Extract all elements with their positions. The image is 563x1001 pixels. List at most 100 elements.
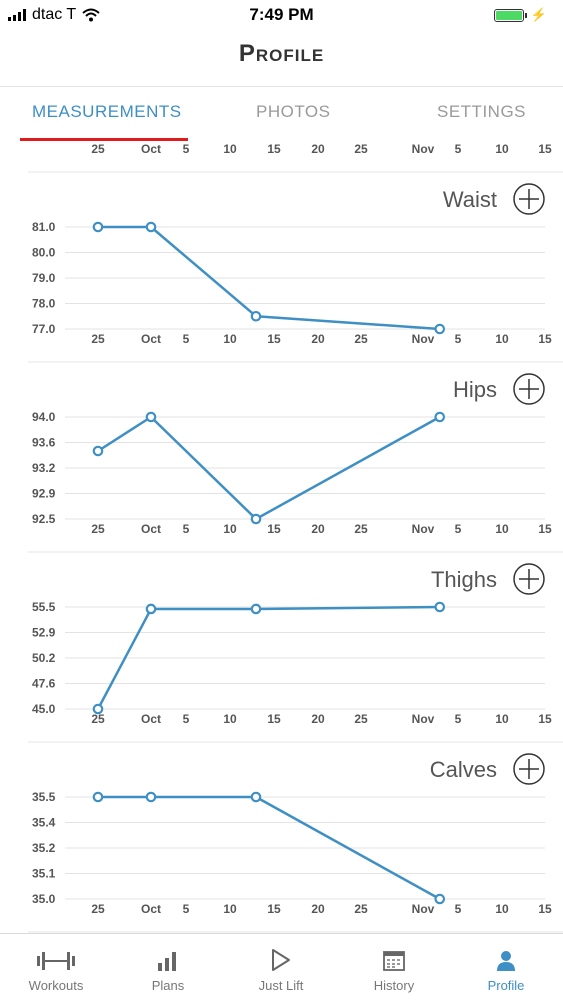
tabbar-item-profile[interactable]: Profile bbox=[450, 934, 562, 993]
waist-y-tick: 79.0 bbox=[32, 271, 56, 285]
calves-chart-x-tick: 10 bbox=[495, 902, 509, 916]
thighs-y-tick: 55.5 bbox=[32, 600, 56, 614]
scrolled-chart-x-tick: 15 bbox=[267, 142, 281, 156]
waist-chart-x-tick: 5 bbox=[183, 332, 190, 346]
hips-chart-x-tick: 25 bbox=[91, 522, 105, 536]
carrier-label: dtac T bbox=[32, 6, 77, 23]
tabbar-label-plans: Plans bbox=[151, 978, 185, 993]
thighs-chart-x-tick: 25 bbox=[91, 712, 105, 726]
tab-photos[interactable]: PHOTOS bbox=[256, 102, 331, 121]
hips-y-tick: 93.6 bbox=[32, 436, 56, 450]
plus-icon bbox=[519, 379, 539, 399]
waist-chart-x-tick: 10 bbox=[495, 332, 509, 346]
dumbbell-icon bbox=[37, 952, 75, 970]
hips-chart-x-tick: 15 bbox=[267, 522, 281, 536]
hips-data-point bbox=[250, 513, 262, 525]
calendar-icon bbox=[383, 951, 405, 971]
calves-y-tick: 35.0 bbox=[32, 892, 56, 906]
scrolled-chart-x-tick: 25 bbox=[354, 142, 368, 156]
battery-icon: ⚡ bbox=[493, 7, 547, 23]
tab-measurements[interactable]: MEASUREMENTS bbox=[32, 102, 182, 121]
plus-icon bbox=[519, 759, 539, 779]
tabbar-item-history[interactable]: History bbox=[338, 934, 450, 993]
hips-chart-x-tick: 10 bbox=[223, 522, 237, 536]
calves-data-point bbox=[92, 791, 104, 803]
wifi-icon bbox=[82, 8, 100, 22]
status-time: 7:49 PM bbox=[249, 5, 314, 24]
thighs-chart-x-tick: 5 bbox=[183, 712, 190, 726]
waist-chart-title: Waist bbox=[443, 187, 497, 212]
segment-tabs: MEASUREMENTS PHOTOS SETTINGS bbox=[0, 88, 563, 140]
hips-chart-title: Hips bbox=[453, 377, 497, 402]
thighs-chart-x-tick: 5 bbox=[455, 712, 462, 726]
calves-chart-x-tick: 15 bbox=[538, 902, 552, 916]
tabbar-label-profile: Profile bbox=[487, 978, 525, 993]
scrolled-chart-x-tick: 20 bbox=[311, 142, 325, 156]
hips-chart-x-tick: Oct bbox=[141, 522, 161, 536]
calves-chart-x-tick: 15 bbox=[267, 902, 281, 916]
signal-icon bbox=[8, 9, 26, 21]
calves-chart-x-tick: Nov bbox=[412, 902, 435, 916]
status-bar: dtac T 7:49 PM ⚡ bbox=[0, 0, 563, 30]
add-calves-button[interactable] bbox=[513, 753, 545, 785]
waist-chart-x-tick: 25 bbox=[354, 332, 368, 346]
waist-chart-x-tick: 15 bbox=[538, 332, 552, 346]
thighs-chart-x-tick: 20 bbox=[311, 712, 325, 726]
thighs-y-tick: 45.0 bbox=[32, 702, 56, 716]
scrolled-chart-x-tick: 5 bbox=[455, 142, 462, 156]
hips-data-point bbox=[92, 445, 104, 457]
calves-y-tick: 35.4 bbox=[32, 816, 56, 830]
calves-y-tick: 35.1 bbox=[32, 867, 56, 881]
hips-chart-x-tick: 25 bbox=[354, 522, 368, 536]
hips-chart-x-tick: 15 bbox=[538, 522, 552, 536]
calves-y-tick: 35.2 bbox=[32, 841, 56, 855]
thighs-data-point bbox=[145, 603, 157, 615]
calves-chart-x-tick: 5 bbox=[455, 902, 462, 916]
scrolled-chart-x-tick: Nov bbox=[412, 142, 435, 156]
calves-chart-x-tick: 5 bbox=[183, 902, 190, 916]
play-icon bbox=[272, 949, 290, 971]
calves-chart-x-tick: 10 bbox=[223, 902, 237, 916]
add-waist-button[interactable] bbox=[513, 183, 545, 215]
calves-data-point bbox=[145, 791, 157, 803]
waist-y-tick: 78.0 bbox=[32, 297, 56, 311]
hips-data-point bbox=[145, 411, 157, 423]
waist-series-line bbox=[98, 225, 440, 331]
bar-chart-icon bbox=[158, 952, 176, 971]
thighs-data-point bbox=[434, 601, 446, 613]
waist-y-tick: 80.0 bbox=[32, 246, 56, 260]
tabbar-label-just-lift: Just Lift bbox=[258, 978, 304, 993]
tabbar-item-workouts[interactable]: Workouts bbox=[0, 934, 112, 993]
add-thighs-button[interactable] bbox=[513, 563, 545, 595]
waist-chart-x-tick: 10 bbox=[223, 332, 237, 346]
scrolled-chart-x-tick: 25 bbox=[91, 142, 105, 156]
hips-y-tick: 94.0 bbox=[32, 410, 56, 424]
hips-series-line bbox=[97, 415, 441, 521]
thighs-chart-x-tick: Nov bbox=[412, 712, 435, 726]
waist-data-point bbox=[92, 221, 104, 233]
tabbar-label-history: History bbox=[373, 978, 415, 993]
scrolled-chart-x-tick: 10 bbox=[495, 142, 509, 156]
waist-chart-x-tick: 25 bbox=[91, 332, 105, 346]
waist-chart-x-tick: 15 bbox=[267, 332, 281, 346]
thighs-y-tick: 50.2 bbox=[32, 651, 56, 665]
page-title: Profile bbox=[238, 40, 325, 67]
hips-chart-x-tick: Nov bbox=[412, 522, 435, 536]
thighs-chart-title: Thighs bbox=[431, 567, 497, 592]
tabbar-label-workouts: Workouts bbox=[28, 978, 84, 993]
plus-icon bbox=[519, 189, 539, 209]
thighs-data-point bbox=[92, 703, 104, 715]
person-icon bbox=[497, 951, 515, 971]
waist-chart-x-tick: 5 bbox=[455, 332, 462, 346]
waist-data-point bbox=[250, 310, 262, 322]
hips-chart-x-tick: 5 bbox=[455, 522, 462, 536]
tabbar-item-plans[interactable]: Plans bbox=[112, 934, 224, 993]
tabbar-item-just-lift[interactable]: Just Lift bbox=[225, 934, 337, 993]
add-hips-button[interactable] bbox=[513, 373, 545, 405]
thighs-data-point bbox=[250, 603, 262, 615]
tab-settings[interactable]: SETTINGS bbox=[437, 102, 527, 121]
scrolled-chart-x-tick: Oct bbox=[141, 142, 161, 156]
thighs-chart-x-tick: 15 bbox=[267, 712, 281, 726]
hips-data-point bbox=[434, 411, 446, 423]
calves-chart-x-tick: Oct bbox=[141, 902, 161, 916]
